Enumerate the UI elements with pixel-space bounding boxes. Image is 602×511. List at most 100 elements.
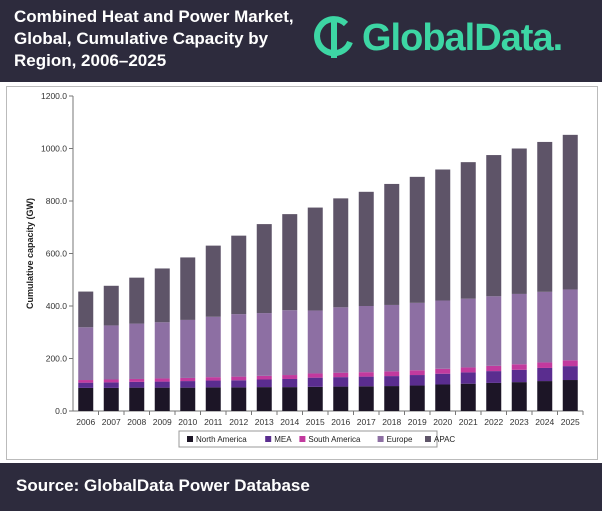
bar-segment-south-america [384, 371, 400, 377]
bar-segment-north-america [358, 386, 374, 411]
bar-segment-mea [460, 372, 476, 384]
bar-segment-south-america [435, 368, 451, 374]
y-tick-label: 0.0 [55, 406, 67, 416]
bar-segment-mea [129, 381, 145, 388]
x-tick-label: 2012 [229, 417, 248, 427]
bar-segment-north-america [460, 383, 476, 411]
bar-segment-north-america [511, 382, 527, 411]
bar-segment-mea [333, 377, 349, 387]
bar-segment-apac [435, 169, 451, 301]
x-tick-label: 2014 [280, 417, 299, 427]
bar-segment-apac [282, 214, 298, 311]
bar-segment-south-america [154, 378, 170, 382]
x-tick-label: 2015 [306, 417, 325, 427]
bar-segment-mea [562, 366, 578, 381]
bar-segment-europe [154, 322, 170, 379]
bar-segment-europe [409, 302, 425, 371]
bar-segment-europe [511, 293, 527, 365]
bar-segment-south-america [256, 375, 272, 380]
bar-segment-north-america [256, 387, 272, 411]
bar-segment-north-america [435, 384, 451, 411]
bar-segment-europe [307, 310, 323, 374]
x-tick-label: 2013 [255, 417, 274, 427]
bar-segment-europe [333, 307, 349, 373]
bar-segment-south-america [129, 378, 145, 382]
bar-segment-mea [307, 377, 323, 387]
bar-segment-south-america [282, 375, 298, 379]
bar-segment-europe [256, 313, 272, 376]
bar-segment-apac [256, 224, 272, 314]
y-tick-label: 1000.0 [41, 144, 67, 154]
bar-segment-europe [231, 314, 247, 377]
bar-segment-north-america [231, 387, 247, 411]
legend-swatch [265, 436, 272, 442]
bar-segment-north-america [537, 381, 553, 411]
x-tick-label: 2016 [331, 417, 350, 427]
bar-segment-europe [486, 296, 502, 366]
bar-segment-north-america [486, 382, 502, 411]
bar-segment-mea [435, 373, 451, 385]
bar-segment-apac [205, 245, 221, 317]
x-tick-label: 2009 [153, 417, 172, 427]
bar-segment-south-america [307, 373, 323, 378]
legend-label: North America [196, 435, 247, 444]
bar-segment-south-america [231, 376, 247, 381]
bar-segment-europe [180, 319, 196, 378]
legend [178, 430, 438, 448]
chart-title: Combined Heat and Power Market, Global, … [14, 7, 294, 70]
x-tick-label: 2006 [76, 417, 95, 427]
bar-segment-europe [129, 323, 145, 379]
bar-segment-europe [562, 289, 578, 361]
bar-segment-north-america [78, 387, 94, 411]
bar-segment-south-america [205, 377, 221, 381]
bar-segment-apac [562, 134, 578, 290]
x-tick-label: 2008 [127, 417, 146, 427]
legend-label: Europe [387, 435, 413, 444]
bar-segment-mea [358, 376, 374, 387]
bar-segment-europe [537, 291, 553, 363]
bar-segment-mea [180, 381, 196, 388]
bar-segment-mea [409, 375, 425, 386]
bar-segment-south-america [358, 372, 374, 377]
bar-segment-north-america [333, 386, 349, 411]
y-tick-label: 400.0 [46, 301, 68, 311]
bar-segment-europe [384, 304, 400, 372]
source-text: Source: GlobalData Power Database [16, 476, 310, 495]
y-axis-label: Cumulative capacity (GW) [25, 198, 35, 309]
bar-segment-apac [154, 268, 170, 323]
legend-swatch [299, 436, 306, 442]
bar-segment-south-america [180, 377, 196, 382]
logo-text: GlobalData. [362, 16, 563, 59]
bar-segment-south-america [78, 380, 94, 383]
bar-segment-europe [358, 306, 374, 373]
x-tick-label: 2020 [433, 417, 452, 427]
x-tick-label: 2017 [357, 417, 376, 427]
bar-segment-north-america [180, 387, 196, 411]
x-tick-label: 2023 [510, 417, 529, 427]
y-tick-label: 800.0 [46, 196, 68, 206]
bar-segment-apac [537, 141, 553, 292]
bar-segment-apac [307, 207, 323, 311]
legend-swatch [377, 436, 384, 442]
bar-segment-north-america [129, 387, 145, 411]
x-tick-label: 2025 [561, 417, 580, 427]
bar-segment-south-america [486, 365, 502, 372]
bar-segment-apac [486, 155, 502, 297]
bar-segment-mea [486, 371, 502, 383]
footer: Source: GlobalData Power Database [0, 463, 602, 511]
legend-label: MEA [274, 435, 292, 444]
header: Combined Heat and Power Market, Global, … [0, 0, 602, 82]
bar-segment-apac [460, 162, 476, 299]
bar-segment-apac [358, 191, 374, 306]
bar-segment-south-america [562, 360, 578, 367]
bar-segment-europe [205, 316, 221, 378]
x-tick-label: 2018 [382, 417, 401, 427]
bar-segment-apac [129, 277, 145, 324]
globaldata-logo: GlobalData. [312, 14, 563, 62]
bar-segment-north-america [205, 387, 221, 411]
bar-segment-north-america [154, 387, 170, 411]
bar-segment-apac [511, 148, 527, 294]
x-tick-label: 2011 [204, 417, 223, 427]
bar-segment-north-america [409, 385, 425, 411]
bar-segment-apac [78, 291, 94, 328]
